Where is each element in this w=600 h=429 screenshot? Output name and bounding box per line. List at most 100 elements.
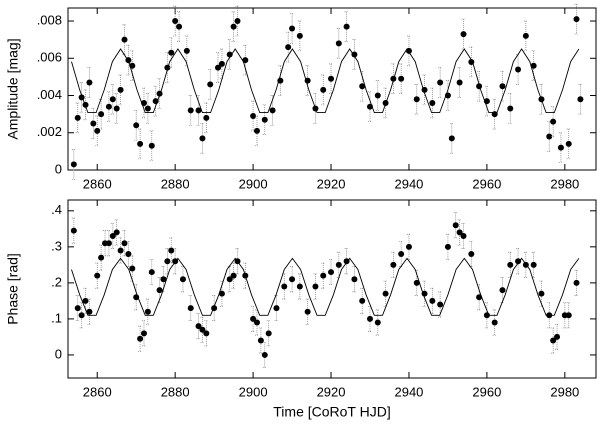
data-point [203, 330, 210, 337]
x-tick-label: 2900 [239, 176, 268, 191]
data-point [179, 276, 186, 283]
y-axis-label: Phase [rad] [5, 253, 21, 325]
data-point [230, 23, 237, 30]
data-point [460, 233, 467, 240]
data-point [74, 114, 81, 121]
data-point [199, 135, 206, 142]
data-point [285, 44, 292, 51]
data-point [215, 64, 222, 71]
data-point [187, 107, 194, 114]
model-line [71, 257, 580, 316]
data-point [98, 111, 105, 118]
data-point [421, 290, 428, 297]
panel: 2860 2880 2900 2920 2940 2960 2980 0 .002 .004 .00… [5, 3, 597, 191]
x-tick-label: 2920 [317, 176, 346, 191]
data-point [218, 290, 225, 297]
data-point [456, 229, 463, 236]
panel: 2860 2880 2900 2920 2940 2960 2980 0 .1 .2 .3 .4 Pha… [5, 199, 597, 420]
data-point [359, 297, 366, 304]
data-point [429, 297, 436, 304]
data-point [230, 272, 237, 279]
data-point [203, 114, 210, 121]
data-point [253, 127, 260, 134]
data-point [113, 229, 120, 236]
data-point [296, 32, 303, 39]
data-point [86, 308, 93, 315]
x-tick-label: 2960 [472, 384, 501, 399]
data-point [565, 140, 572, 147]
data-point [522, 32, 529, 39]
data-point [121, 36, 128, 43]
data-point [515, 66, 522, 73]
data-point [565, 312, 572, 319]
data-point [253, 319, 260, 326]
data-point [328, 75, 335, 82]
data-point [460, 31, 467, 38]
data-point [538, 290, 545, 297]
x-tick-label: 2980 [550, 176, 579, 191]
data-point [351, 51, 358, 58]
data-point [413, 96, 420, 103]
data-point [78, 312, 85, 319]
data-point [105, 240, 112, 247]
data-point [429, 99, 436, 106]
data-point [109, 96, 116, 103]
data-point [281, 283, 288, 290]
data-point [452, 222, 459, 229]
y-tick-label: .004 [37, 87, 62, 102]
data-point [343, 23, 350, 30]
data-point [265, 330, 272, 337]
data-point [86, 79, 93, 86]
y-tick-label: .2 [51, 274, 62, 289]
data-point [499, 83, 506, 90]
data-point [74, 305, 81, 312]
data-point [172, 18, 179, 25]
data-point [125, 251, 132, 258]
data-point [94, 272, 101, 279]
data-point [164, 258, 171, 265]
data-point [261, 116, 268, 123]
data-point [374, 319, 381, 326]
y-axis-label: Amplitude [mag] [5, 38, 21, 139]
data-point [195, 107, 202, 114]
x-tick-label: 2980 [550, 384, 579, 399]
data-point [437, 301, 444, 308]
x-tick-label: 2880 [161, 176, 190, 191]
data-point [448, 135, 455, 142]
data-point [515, 258, 522, 265]
data-point [550, 337, 557, 344]
data-point [168, 247, 175, 254]
data-point [557, 144, 564, 151]
x-tick-label: 2860 [83, 384, 112, 399]
data-point [90, 120, 97, 127]
data-point [304, 308, 311, 315]
data-point [250, 315, 257, 322]
x-tick-label: 2900 [239, 384, 268, 399]
x-tick-label: 2920 [317, 384, 346, 399]
data-point [476, 294, 483, 301]
data-point [366, 315, 373, 322]
data-point [94, 127, 101, 134]
y-tick-label: .006 [37, 50, 62, 65]
data-point [195, 323, 202, 330]
x-axis-label: Time [CoRoT HJD] [273, 404, 390, 420]
data-point [218, 60, 225, 67]
data-point [183, 47, 190, 54]
data-point [530, 62, 537, 69]
y-tick-label: .1 [51, 310, 62, 325]
data-point [289, 25, 296, 32]
data-point [507, 261, 514, 268]
data-point [70, 161, 77, 168]
data-point [335, 261, 342, 268]
data-point [437, 79, 444, 86]
data-point [234, 18, 241, 25]
data-point [530, 261, 537, 268]
data-point [144, 308, 151, 315]
data-point [499, 287, 506, 294]
data-point [296, 283, 303, 290]
x-tick-label: 2880 [161, 384, 190, 399]
data-point [273, 305, 280, 312]
data-point [140, 330, 147, 337]
data-point [573, 16, 580, 23]
